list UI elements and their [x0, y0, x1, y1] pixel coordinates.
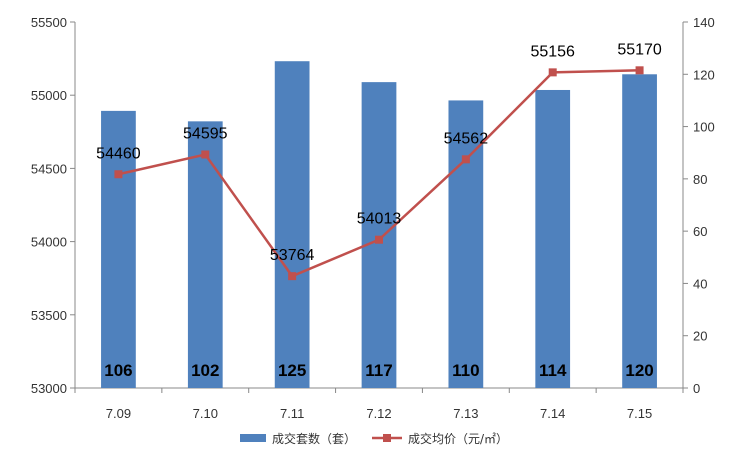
x-tick-label: 7.14 — [540, 406, 565, 421]
y-right-tick-label: 60 — [693, 224, 707, 239]
labels-group: 106 102 125 117 110 114 120 54460 54595 53764 5401… — [96, 41, 662, 380]
bar-data-label: 120 — [625, 361, 653, 380]
y-right-tick-label: 40 — [693, 276, 707, 291]
y-left-tick-label: 54000 — [31, 235, 67, 250]
bar-data-label: 114 — [539, 361, 567, 380]
axes-group: 53000 53500 54000 54500 55000 55500 0 20 40 60 80 1… — [31, 15, 715, 421]
y-right-tick-label: 20 — [693, 329, 707, 344]
line-data-label: 55170 — [617, 41, 662, 58]
bar-data-label: 106 — [104, 361, 132, 380]
line-data-label: 55156 — [530, 43, 575, 60]
bar — [361, 82, 397, 388]
x-tick-label: 7.11 — [280, 406, 304, 421]
bar-data-label: 125 — [278, 361, 306, 380]
y-right-tick-label: 0 — [693, 381, 700, 396]
bar-data-label: 110 — [452, 361, 479, 380]
line-marker — [288, 272, 297, 281]
bars-group — [101, 61, 657, 389]
y-left-tick-label: 53500 — [31, 308, 67, 323]
y-left-tick-label: 54500 — [31, 161, 67, 176]
y-right-tick-label: 80 — [693, 172, 707, 187]
legend-bar-label: 成交套数（套） — [272, 431, 356, 446]
bar — [101, 110, 136, 388]
line-marker — [635, 66, 644, 75]
x-tick-label: 7.09 — [106, 406, 131, 421]
x-tick-label: 7.15 — [627, 406, 652, 421]
legend: 成交套数（套） 成交均价（元/㎡） — [240, 431, 508, 446]
bar — [535, 89, 571, 388]
x-tick-label: 7.10 — [193, 406, 218, 421]
bar-data-label: 117 — [365, 361, 392, 380]
y-right-tick-label: 120 — [693, 67, 715, 82]
y-left-tick-label: 55000 — [31, 88, 67, 103]
line-group — [114, 66, 644, 281]
line-marker — [201, 150, 210, 159]
x-tick-label: 7.12 — [366, 406, 391, 421]
line-data-label: 54562 — [444, 130, 489, 147]
legend-line-marker — [383, 434, 391, 442]
line-data-label: 54460 — [96, 145, 141, 162]
y-right-tick-label: 100 — [693, 120, 715, 135]
line-data-label: 54013 — [357, 211, 402, 228]
line-marker — [548, 68, 557, 77]
line-data-label: 53764 — [270, 247, 315, 264]
bar — [187, 121, 223, 388]
line-marker — [114, 170, 123, 179]
bar-data-label: 102 — [191, 361, 219, 380]
y-right-tick-label: 140 — [693, 15, 715, 30]
legend-line-label: 成交均价（元/㎡） — [408, 431, 508, 446]
y-left-tick-label: 53000 — [31, 381, 67, 396]
line-marker — [375, 235, 383, 244]
bar — [622, 74, 657, 389]
line-data-label: 54595 — [183, 125, 228, 142]
legend-bar-swatch — [240, 434, 266, 442]
y-left-tick-label: 55500 — [31, 15, 67, 30]
x-tick-label: 7.13 — [453, 406, 478, 421]
line-marker — [461, 155, 470, 164]
bar — [274, 61, 310, 388]
